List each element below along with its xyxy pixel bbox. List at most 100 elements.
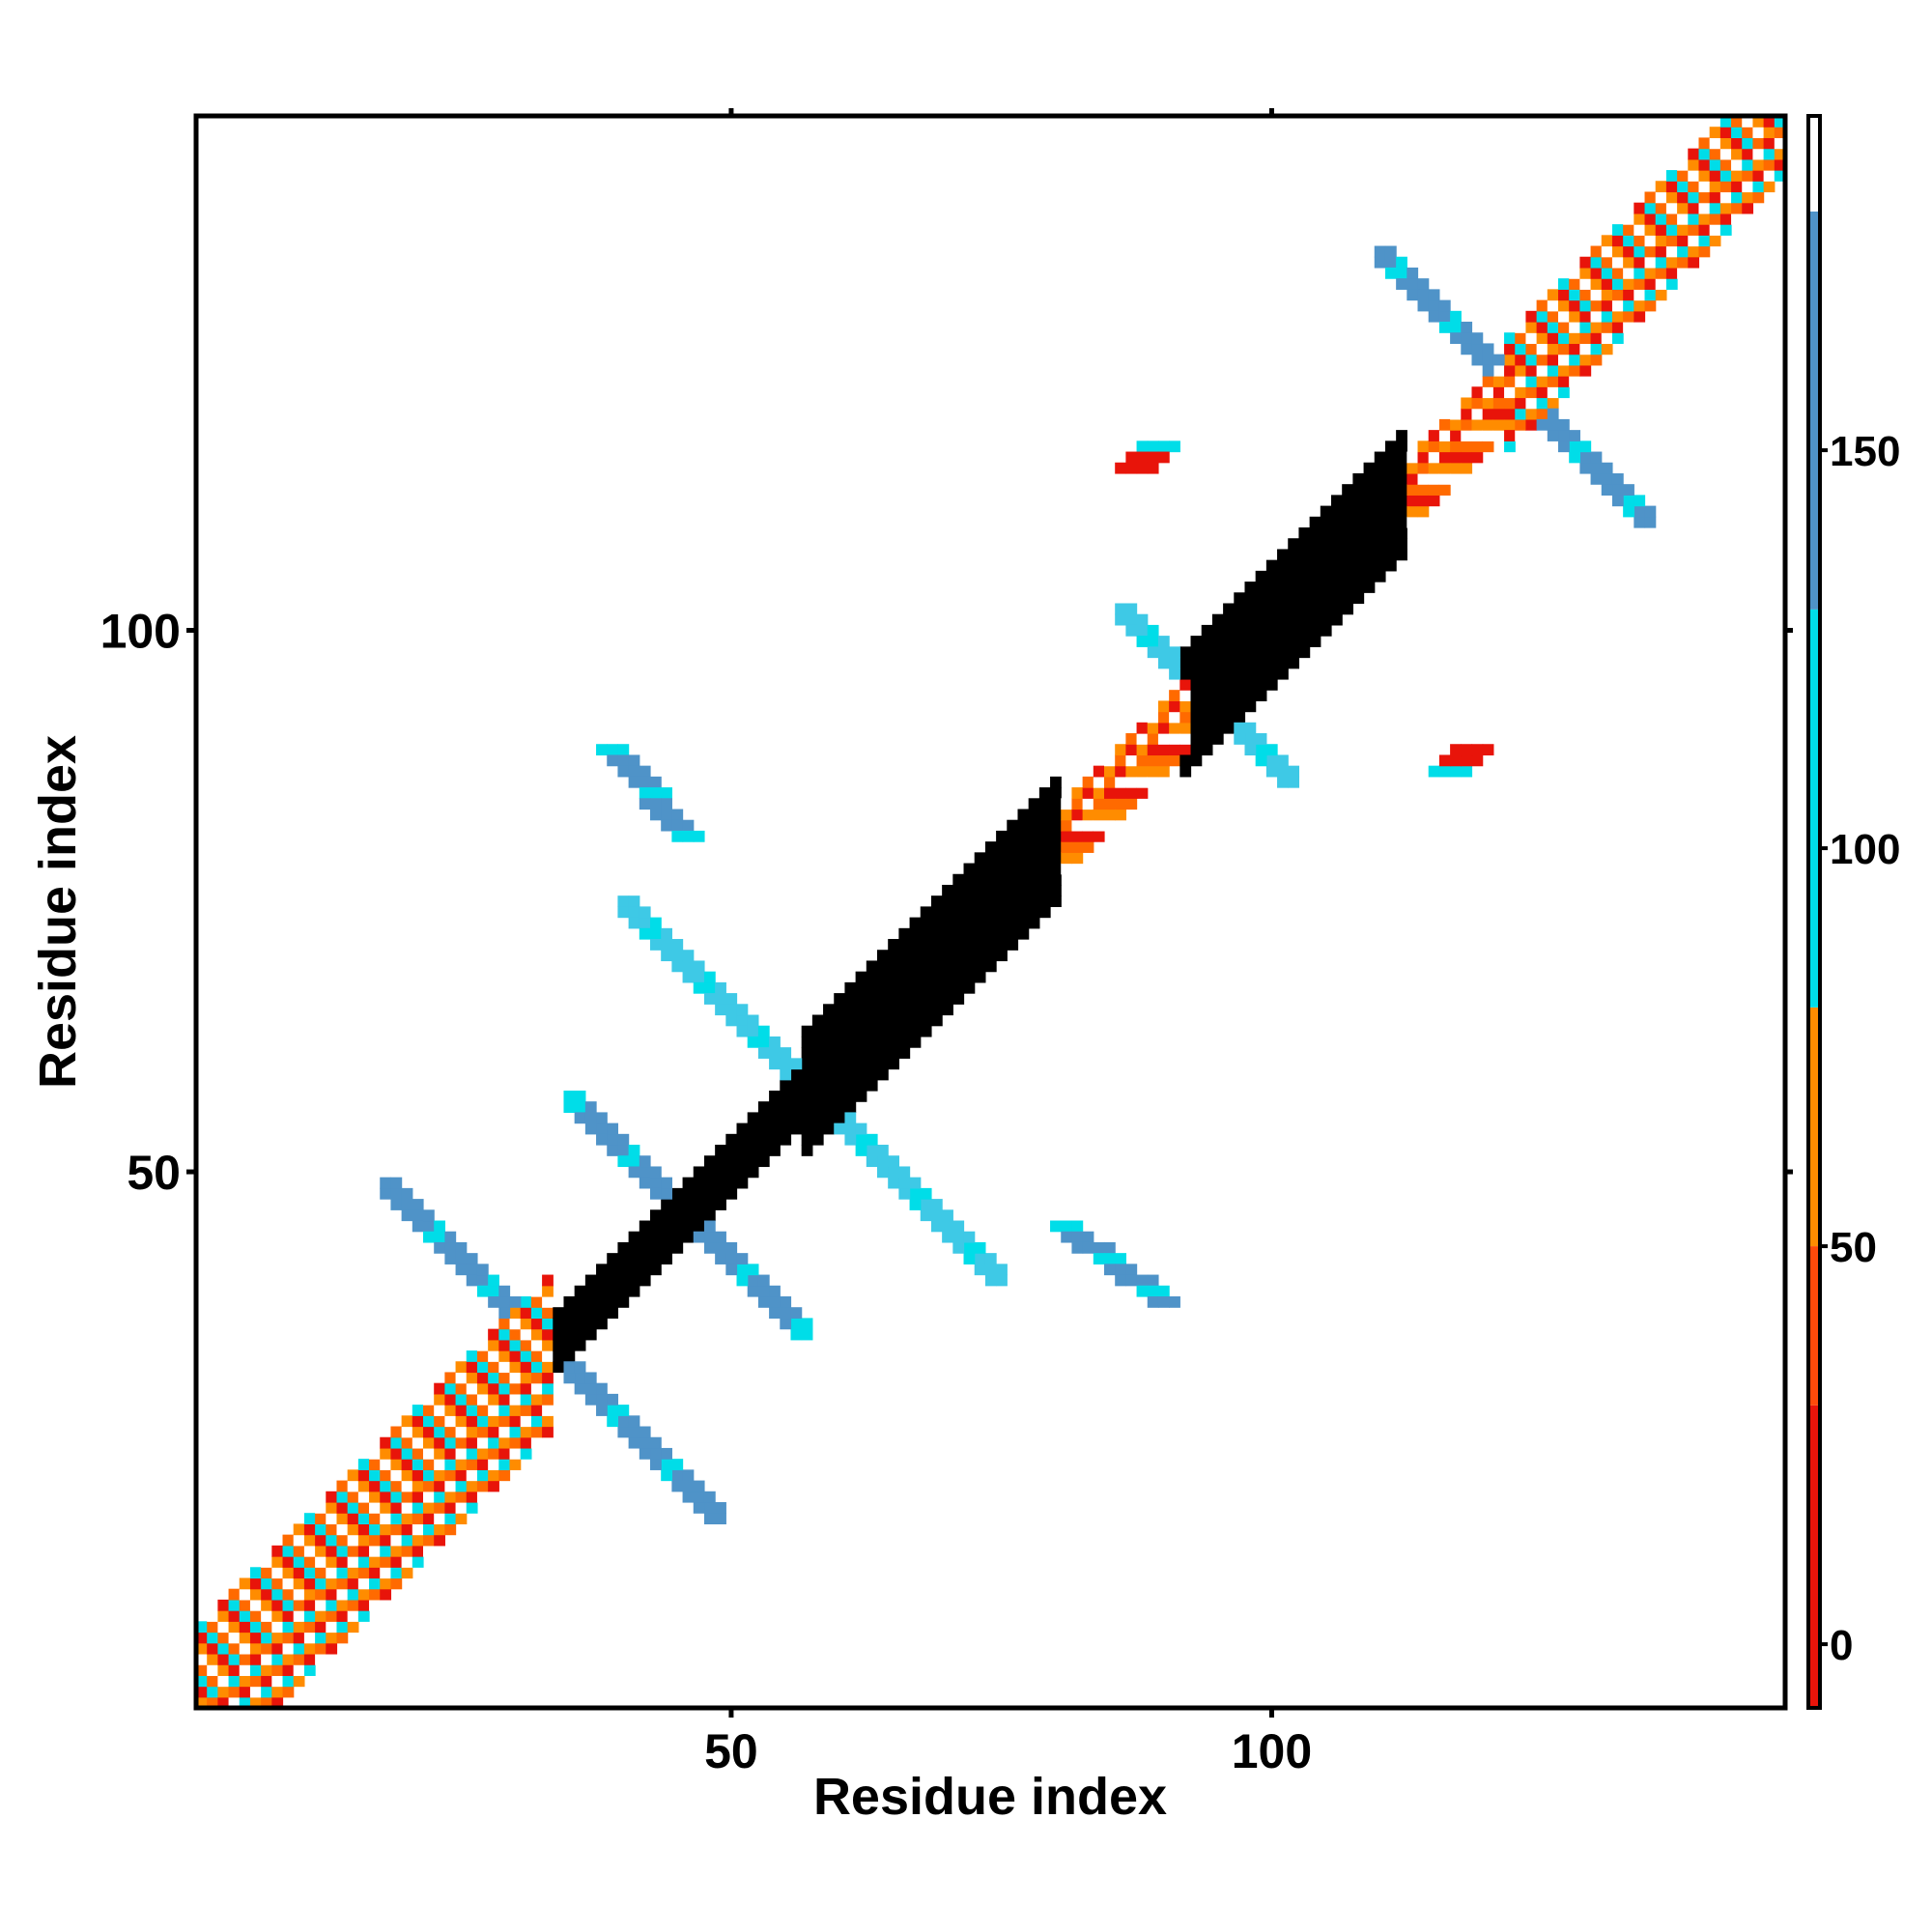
heatmap-cell — [866, 1155, 878, 1168]
heatmap-cell — [563, 1318, 576, 1330]
heatmap-cell — [1352, 582, 1365, 593]
heatmap-cell — [369, 1501, 381, 1514]
heatmap-cell — [1579, 343, 1592, 355]
heatmap-cell — [1309, 603, 1321, 615]
heatmap-cell — [249, 1653, 262, 1665]
heatmap-cell — [596, 1274, 608, 1287]
heatmap-cell — [455, 1393, 468, 1406]
heatmap-cell — [1125, 733, 1138, 745]
heatmap-cell — [412, 1545, 424, 1557]
heatmap-cell — [1417, 278, 1430, 290]
heatmap-cell — [1342, 582, 1353, 593]
heatmap-cell — [476, 1274, 489, 1287]
heatmap-cell — [282, 1642, 295, 1655]
heatmap-cell — [326, 1545, 338, 1557]
heatmap-cell — [617, 765, 630, 778]
heatmap-cell — [984, 950, 997, 962]
heatmap-cell — [401, 1426, 413, 1438]
heatmap-cell — [282, 1556, 295, 1568]
heatmap-cell — [1601, 472, 1613, 485]
heatmap-cell — [1774, 137, 1786, 150]
heatmap-cell — [898, 971, 911, 983]
heatmap-cell — [563, 1339, 576, 1351]
heatmap-cell — [877, 960, 889, 973]
heatmap-cell — [996, 927, 1008, 940]
heatmap-cell — [401, 1545, 413, 1557]
heatmap-cell — [1028, 917, 1040, 929]
heatmap-cell — [1655, 278, 1667, 290]
heatmap-cell — [1461, 744, 1473, 756]
heatmap-cell — [509, 1393, 522, 1406]
heatmap-cell — [790, 1090, 803, 1102]
heatmap-cell — [293, 1545, 305, 1557]
heatmap-cell — [1634, 289, 1646, 301]
heatmap-cell — [1136, 787, 1149, 799]
heatmap-cell — [1050, 1220, 1062, 1233]
heatmap-cell — [1136, 462, 1149, 474]
heatmap-cell — [650, 1253, 662, 1264]
heatmap-cell — [1115, 776, 1126, 788]
heatmap-cell — [996, 863, 1008, 875]
heatmap-cell — [466, 1382, 478, 1395]
heatmap-cell — [617, 1264, 630, 1276]
heatmap-cell — [974, 939, 986, 951]
heatmap-cell — [217, 1610, 230, 1622]
heatmap-cell — [563, 1361, 576, 1374]
heatmap-cell — [1038, 809, 1051, 821]
heatmap-cell — [1136, 451, 1149, 464]
heatmap-cell — [553, 1328, 565, 1341]
heatmap-cell — [682, 1469, 695, 1482]
heatmap-cell — [1223, 636, 1235, 647]
heatmap-cell — [1438, 765, 1451, 778]
heatmap-cell — [1515, 364, 1527, 377]
heatmap-cell — [617, 1155, 630, 1168]
heatmap-cell — [1093, 830, 1105, 842]
heatmap-cell — [1136, 624, 1149, 637]
heatmap-cell — [1644, 516, 1657, 528]
heatmap-cell — [1082, 830, 1094, 842]
heatmap-cell — [282, 1675, 295, 1688]
heatmap-cell — [1579, 278, 1592, 290]
heatmap-cell — [790, 1122, 803, 1135]
heatmap-cell — [1579, 299, 1592, 312]
heatmap-cell — [293, 1632, 305, 1644]
heatmap-cell — [1384, 559, 1397, 572]
heatmap-cell — [1579, 462, 1592, 474]
heatmap-cell — [488, 1339, 499, 1351]
heatmap-cell — [1050, 819, 1062, 832]
heatmap-cell — [434, 1459, 445, 1470]
heatmap-cell — [390, 1459, 403, 1470]
heatmap-cell — [757, 1274, 770, 1287]
heatmap-cell — [1363, 559, 1376, 572]
heatmap-cell — [996, 884, 1008, 896]
heatmap-cell — [1752, 181, 1765, 193]
heatmap-cell — [693, 960, 705, 973]
heatmap-cell — [1547, 299, 1559, 312]
heatmap-cell — [249, 1599, 262, 1611]
heatmap-cell — [326, 1599, 338, 1611]
x-tick-label: 100 — [1232, 1724, 1312, 1778]
heatmap-cell — [1288, 570, 1300, 582]
heatmap-cell — [476, 1372, 489, 1384]
heatmap-cell — [326, 1610, 338, 1622]
heatmap-cell — [1374, 462, 1386, 474]
heatmap-cell — [542, 1393, 554, 1406]
heatmap-cell — [682, 1187, 695, 1200]
heatmap-cell — [963, 863, 976, 875]
heatmap-cell — [1061, 852, 1073, 865]
heatmap-cell — [1017, 852, 1030, 865]
heatmap-cell — [1007, 819, 1019, 832]
heatmap-cell — [1547, 430, 1559, 441]
heatmap-cell — [1417, 451, 1430, 464]
heatmap-cell — [217, 1664, 230, 1676]
heatmap-cell — [1157, 636, 1170, 647]
heatmap-cell — [1601, 343, 1613, 355]
heatmap-cell — [1017, 841, 1030, 853]
heatmap-cell — [1406, 484, 1419, 496]
heatmap-cell — [693, 1220, 705, 1233]
heatmap-cell — [1623, 484, 1634, 496]
heatmap-cell — [444, 1459, 457, 1470]
heatmap-cell — [1384, 538, 1397, 551]
heatmap-cell — [639, 776, 651, 788]
heatmap-cell — [444, 1523, 457, 1536]
